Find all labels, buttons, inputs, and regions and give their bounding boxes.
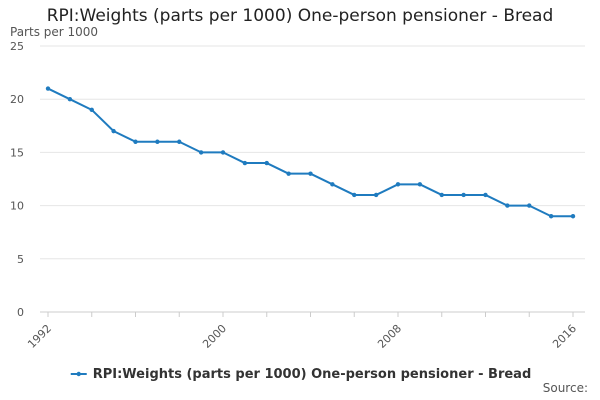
data-point[interactable] bbox=[417, 182, 423, 187]
data-point[interactable] bbox=[570, 214, 576, 219]
legend-marker-icon bbox=[76, 371, 81, 377]
legend-label: RPI:Weights (parts per 1000) One-person … bbox=[93, 367, 532, 382]
data-point[interactable] bbox=[352, 192, 357, 198]
x-tick-label: 2008 bbox=[375, 322, 404, 351]
data-point[interactable] bbox=[242, 160, 248, 166]
data-point[interactable] bbox=[177, 139, 182, 144]
data-point[interactable] bbox=[45, 86, 51, 91]
y-tick-label: 5 bbox=[17, 253, 24, 266]
data-point[interactable] bbox=[133, 139, 138, 144]
chart-title: RPI:Weights (parts per 1000) One-person … bbox=[46, 6, 554, 26]
data-point[interactable] bbox=[264, 160, 269, 166]
y-axis-label: Parts per 1000 bbox=[10, 25, 98, 39]
data-point[interactable] bbox=[505, 203, 510, 208]
legend[interactable]: RPI:Weights (parts per 1000) One-person … bbox=[70, 367, 532, 382]
data-point[interactable] bbox=[439, 192, 444, 198]
x-tick-label: 2000 bbox=[200, 322, 229, 351]
data-point[interactable] bbox=[286, 171, 291, 176]
x-tick-label: 1992 bbox=[25, 322, 54, 351]
y-tick-label: 10 bbox=[10, 200, 24, 213]
data-point[interactable] bbox=[527, 203, 532, 208]
data-point[interactable] bbox=[461, 192, 466, 198]
data-point[interactable] bbox=[67, 97, 73, 102]
x-tick-label: 2016 bbox=[550, 322, 579, 351]
axes: Parts per 1000 0 5 10 15 20 25 1992 2000 2008 2016 bbox=[10, 25, 585, 351]
data-point[interactable] bbox=[220, 150, 226, 155]
series-layer bbox=[45, 86, 576, 219]
data-point[interactable] bbox=[198, 150, 204, 155]
data-point[interactable] bbox=[330, 182, 335, 187]
data-point[interactable] bbox=[89, 107, 94, 113]
data-point[interactable] bbox=[395, 182, 401, 187]
data-point[interactable] bbox=[373, 192, 379, 198]
y-tick-label: 15 bbox=[10, 146, 24, 159]
source-label[interactable]: Source: bbox=[542, 381, 588, 395]
y-tick-label: 0 bbox=[17, 306, 24, 319]
data-point[interactable] bbox=[483, 192, 488, 198]
data-point[interactable] bbox=[548, 214, 554, 219]
gridlines bbox=[40, 45, 585, 260]
y-tick-label: 25 bbox=[10, 40, 24, 53]
data-point[interactable] bbox=[111, 128, 116, 134]
data-point[interactable] bbox=[308, 171, 313, 176]
y-tick-label: 20 bbox=[10, 93, 24, 106]
data-point[interactable] bbox=[155, 139, 160, 144]
